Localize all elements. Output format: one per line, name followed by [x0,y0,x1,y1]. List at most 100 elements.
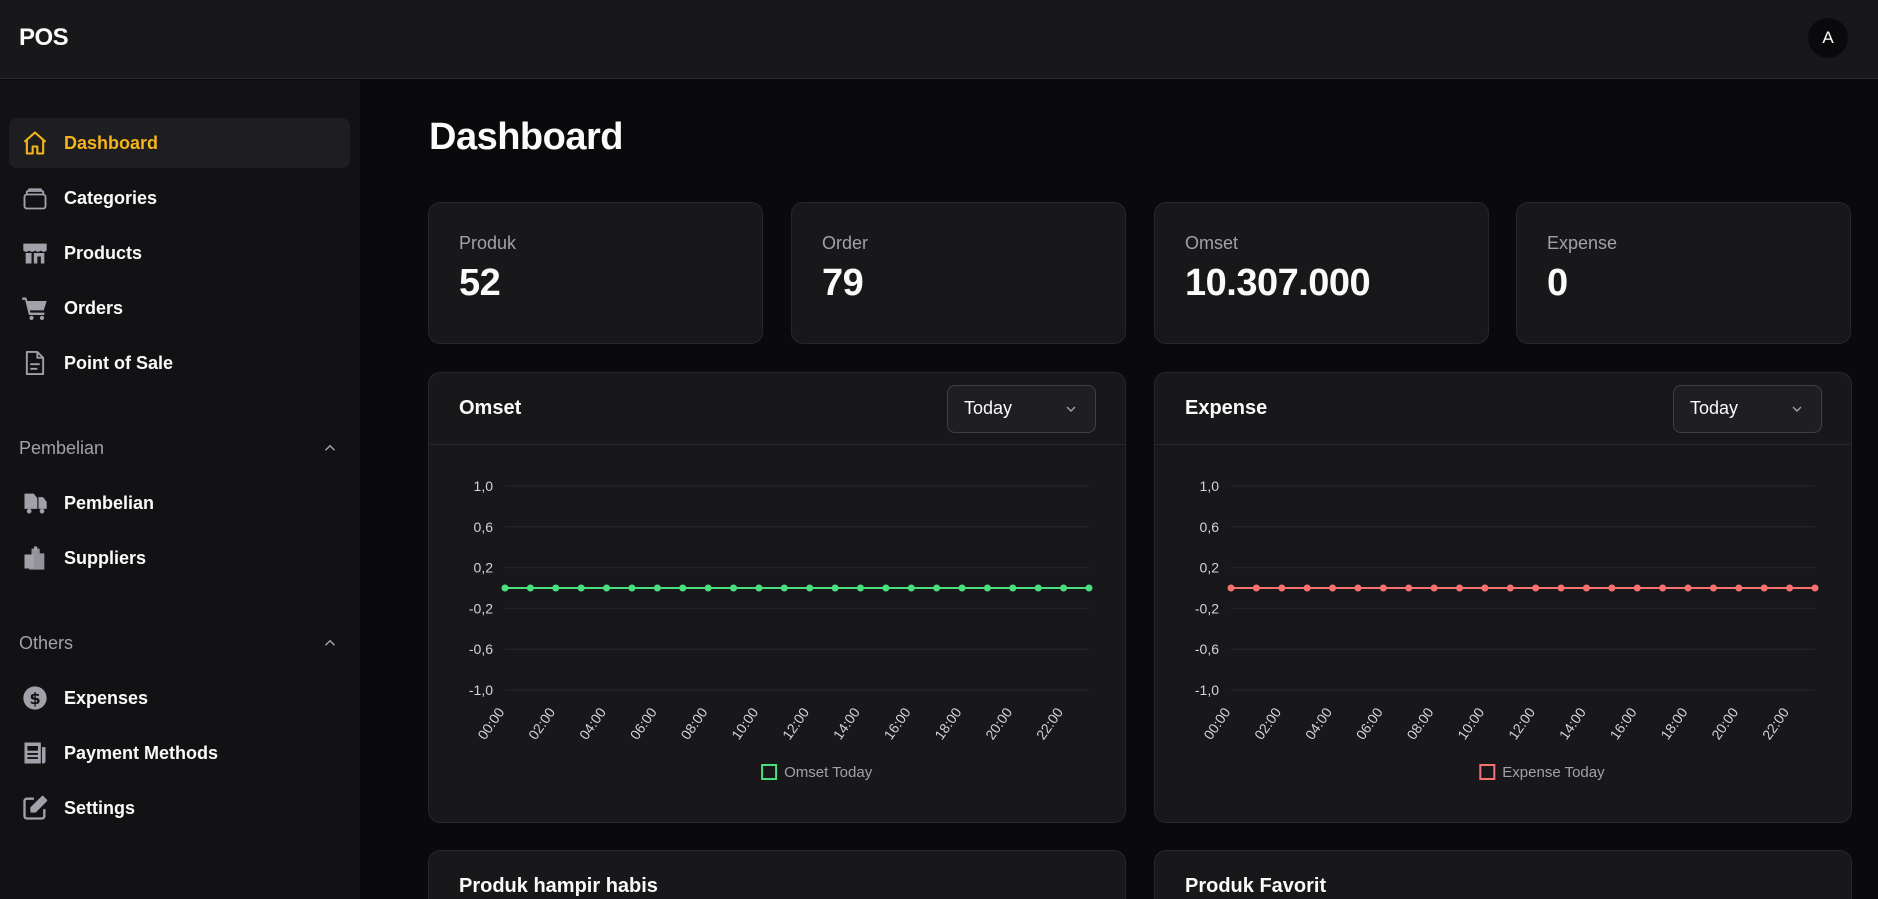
data-point [1034,584,1042,592]
x-tick-label: 10:00 [728,704,761,742]
data-point [1709,584,1717,592]
x-tick-label: 06:00 [1353,704,1386,742]
sidebar-item-orders[interactable]: Orders [9,283,350,333]
data-point [1684,584,1692,592]
data-point [653,584,661,592]
x-tick-label: 20:00 [982,704,1015,742]
x-tick-label: 20:00 [1708,704,1741,742]
sidebar-item-suppliers[interactable]: Suppliers [9,533,350,583]
data-point [1060,584,1068,592]
stat-label: Order [822,233,869,253]
data-point [755,584,763,592]
y-tick-label: -1,0 [469,682,493,698]
y-tick-label: -1,0 [1195,682,1219,698]
sidebar-item-label: Expenses [64,687,149,708]
y-tick-label: -0,2 [1195,600,1219,616]
sidebar-item-point-of-sale[interactable]: Point of Sale [9,338,350,388]
page-title: Dashboard [429,116,623,158]
sidebar-item-label: Orders [64,297,124,318]
legend-label: Expense Today [1502,764,1605,781]
stat-card-order: Order 79 [791,202,1126,344]
sidebar-item-label: Pembelian [64,492,155,513]
data-point [1405,584,1413,592]
data-point [882,584,890,592]
x-tick-label: 06:00 [627,704,660,742]
sidebar-item-label: Point of Sale [64,352,174,373]
brand-logo[interactable]: POS [19,24,69,51]
data-point [1760,584,1768,592]
sidebar-item-settings[interactable]: Settings [9,783,350,833]
period-select[interactable]: Today [1673,384,1822,433]
chevron-up-icon [324,639,336,646]
data-point [1582,584,1590,592]
stat-card-produk: Produk 52 [428,202,763,344]
home-icon [20,128,50,158]
data-point [1786,584,1794,592]
data-point [1354,584,1362,592]
legend-swatch [761,764,778,780]
data-point [780,584,788,592]
data-point [1009,584,1017,592]
stat-value: 10.307.000 [1185,262,1371,304]
data-point [907,584,915,592]
x-tick-label: 14:00 [1556,704,1589,742]
sidebar-item-label: Payment Methods [64,742,219,763]
data-point [958,584,966,592]
x-tick-label: 22:00 [1033,704,1066,742]
x-tick-label: 18:00 [1657,704,1690,742]
data-point [704,584,712,592]
svg-text:$: $ [29,689,40,708]
data-point [577,584,585,592]
data-point [1303,584,1311,592]
data-point [1329,584,1337,592]
data-point [1085,584,1093,592]
stat-value: 79 [822,262,864,304]
favorite-products-card: Produk Favorit [1154,850,1852,899]
period-select-value: Today [1690,398,1739,418]
sidebar-item-label: Dashboard [64,132,159,153]
sidebar-item-expenses[interactable]: $ Expenses [9,673,350,723]
data-point [1633,584,1641,592]
data-point [552,584,560,592]
data-point [628,584,636,592]
y-tick-label: 0,2 [474,560,494,576]
data-point [1659,584,1667,592]
section-header-others[interactable]: Others [19,628,339,658]
edit-icon [20,793,50,823]
data-point [1608,584,1616,592]
sidebar-item-payment-methods[interactable]: Payment Methods [9,728,350,778]
omset-chart-card: Omset Today 1,0 0,6 0,2 -0,2 -0,6 -1,0 00:00 02… [428,372,1126,823]
data-point [1278,584,1286,592]
x-tick-label: 16:00 [881,704,914,742]
period-select[interactable]: Today [947,384,1096,433]
sidebar-item-label: Settings [64,797,136,818]
x-tick-label: 18:00 [931,704,964,742]
sidebar: Dashboard Categories Products Orders Poi… [0,80,360,899]
data-point [1811,584,1819,592]
clipboard-icon [20,543,50,573]
sidebar-item-categories[interactable]: Categories [9,173,350,223]
sidebar-item-products[interactable]: Products [9,228,350,278]
data-point [831,584,839,592]
card-title: Produk hampir habis [459,875,658,897]
layers-icon [20,183,50,213]
data-point [933,584,941,592]
chevron-up-icon [324,444,336,451]
avatar[interactable]: A [1808,18,1848,58]
section-title: Pembelian [19,437,105,458]
legend-swatch [1479,764,1496,780]
chart-header: Expense Today [1155,373,1851,445]
section-header-pembelian[interactable]: Pembelian [19,433,339,463]
stat-label: Omset [1185,233,1239,253]
y-tick-label: 1,0 [1200,478,1220,494]
y-tick-label: -0,2 [469,600,493,616]
sidebar-item-label: Suppliers [64,547,147,568]
sidebar-item-dashboard[interactable]: Dashboard [9,118,350,168]
x-tick-label: 00:00 [1200,704,1233,742]
sidebar-item-pembelian[interactable]: Pembelian [9,478,350,528]
truck-icon [20,488,50,518]
y-tick-label: -0,6 [1195,641,1219,657]
y-tick-label: 1,0 [474,478,494,494]
low-stock-card: Produk hampir habis [428,850,1126,899]
period-select-value: Today [964,398,1013,418]
